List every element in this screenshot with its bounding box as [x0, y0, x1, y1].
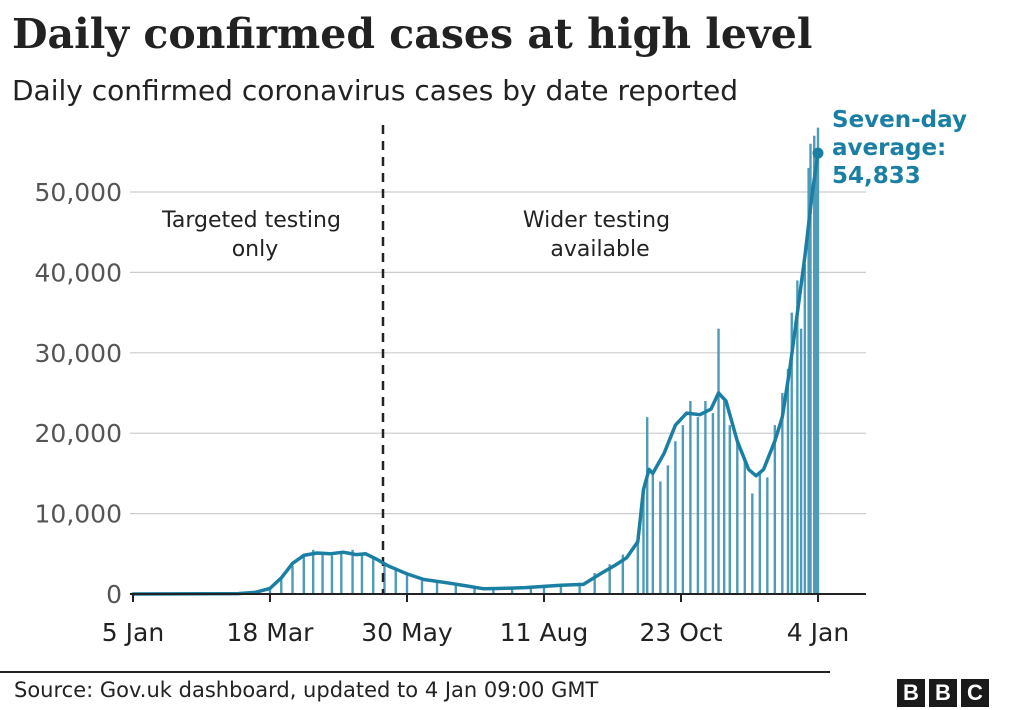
y-tick-label: 40,000	[35, 258, 122, 287]
daily-bar	[796, 280, 799, 594]
seven-day-average-line	[131, 147, 824, 596]
y-axis-ticks: 0 10,000 20,000 30,000 40,000 50,000	[35, 178, 122, 609]
daily-bar	[681, 425, 685, 594]
daily-bar	[542, 585, 546, 594]
x-tick-label: 11 Aug	[500, 618, 589, 647]
daily-bar	[803, 264, 807, 594]
y-tick-label: 20,000	[35, 419, 122, 448]
daily-bar	[743, 457, 747, 594]
daily-bar	[340, 553, 343, 594]
daily-bar	[659, 481, 662, 594]
daily-bar	[790, 312, 793, 594]
seven-day-average-label: Seven-day average: 54,833	[832, 107, 975, 189]
daily-bar	[435, 582, 439, 594]
daily-bar	[280, 577, 283, 594]
footer-divider	[0, 671, 830, 673]
bbc-logo-letter-1: B	[897, 679, 925, 707]
daily-bar	[636, 537, 640, 594]
daily-bar	[268, 588, 272, 594]
daily-bar	[689, 401, 692, 594]
avg-label-value: 54,833	[832, 163, 921, 189]
zone-label-wider-line2: available	[550, 237, 649, 262]
daily-bar	[666, 465, 670, 594]
x-tick-label: 5 Jan	[102, 618, 164, 647]
daily-bar	[813, 135, 816, 594]
daily-bar	[786, 368, 790, 594]
x-tick-label: 23 Oct	[640, 618, 723, 647]
x-axis-ticks: 5 Jan 18 Mar 30 May 11 Aug 23 Oct 4 Jan	[102, 594, 849, 647]
bbc-logo-letter-2: B	[929, 679, 957, 707]
daily-bar	[360, 553, 364, 594]
daily-bar	[321, 553, 324, 594]
source-note: Source: Gov.uk dashboard, updated to 4 J…	[14, 678, 599, 702]
zone-label-targeted: Targeted testing only	[161, 208, 348, 262]
chart-title: Daily confirmed cases at high level	[12, 10, 813, 58]
daily-bar	[722, 401, 726, 594]
average-line-path	[131, 151, 820, 596]
daily-bar	[651, 473, 655, 594]
daily-bar	[510, 587, 514, 594]
x-tick-label: 30 May	[361, 618, 453, 647]
y-tick-label: 10,000	[35, 500, 122, 529]
daily-bar	[311, 549, 315, 594]
y-tick-label: 50,000	[35, 178, 122, 207]
daily-bar	[383, 563, 386, 594]
chart-subtitle: Daily confirmed coronavirus cases by dat…	[12, 74, 739, 107]
daily-bar	[766, 477, 769, 594]
daily-bar	[608, 564, 611, 594]
daily-bar	[781, 393, 784, 594]
daily-bar	[807, 167, 810, 594]
gridlines	[130, 191, 866, 515]
y-tick-label: 0	[106, 580, 122, 609]
daily-bar	[529, 587, 533, 594]
daily-bar	[302, 555, 305, 594]
daily-bar	[728, 425, 731, 594]
daily-bar	[711, 413, 715, 594]
y-tick-label: 30,000	[35, 339, 122, 368]
daily-bar	[773, 425, 777, 594]
daily-bar	[642, 489, 645, 594]
avg-label-line1: Seven-day	[832, 107, 967, 133]
daily-cases-chart: 0 10,000 20,000 30,000 40,000 50,000 Targeted…	[35, 107, 975, 647]
daily-bar	[351, 549, 354, 594]
daily-bar	[291, 565, 294, 594]
bbc-logo: B B C	[897, 679, 989, 707]
daily-bar	[646, 417, 649, 594]
daily-bar	[405, 575, 409, 594]
latest-average-point	[812, 147, 824, 159]
daily-bar	[809, 143, 812, 594]
daily-bar	[621, 554, 625, 594]
zone-label-wider: Wider testing available	[523, 208, 677, 262]
daily-bar	[330, 555, 334, 594]
daily-bars	[236, 127, 820, 595]
daily-bar	[454, 585, 457, 594]
daily-bar	[420, 580, 424, 594]
daily-bar	[473, 588, 476, 594]
daily-bar	[816, 127, 820, 595]
daily-bar	[751, 493, 754, 594]
daily-bar	[578, 582, 581, 594]
x-tick-label: 18 Mar	[227, 618, 315, 647]
daily-bar	[696, 417, 700, 594]
daily-bar	[704, 401, 707, 594]
daily-bar	[492, 588, 495, 594]
zone-label-targeted-line2: only	[232, 237, 279, 262]
daily-bar	[758, 473, 762, 594]
x-tick-label: 4 Jan	[787, 618, 849, 647]
zone-label-wider-line1: Wider testing	[523, 208, 670, 233]
avg-label-line2: average:	[832, 135, 946, 161]
daily-bar	[559, 585, 563, 594]
daily-bar	[593, 573, 596, 594]
daily-bar	[394, 569, 397, 594]
daily-bar	[717, 328, 720, 594]
bbc-logo-letter-3: C	[961, 679, 989, 707]
daily-bar	[814, 159, 818, 594]
daily-bar	[674, 441, 677, 594]
daily-bar	[799, 328, 803, 594]
daily-bar	[736, 441, 739, 594]
zone-label-targeted-line1: Targeted testing	[161, 208, 341, 233]
daily-bar	[372, 557, 375, 594]
